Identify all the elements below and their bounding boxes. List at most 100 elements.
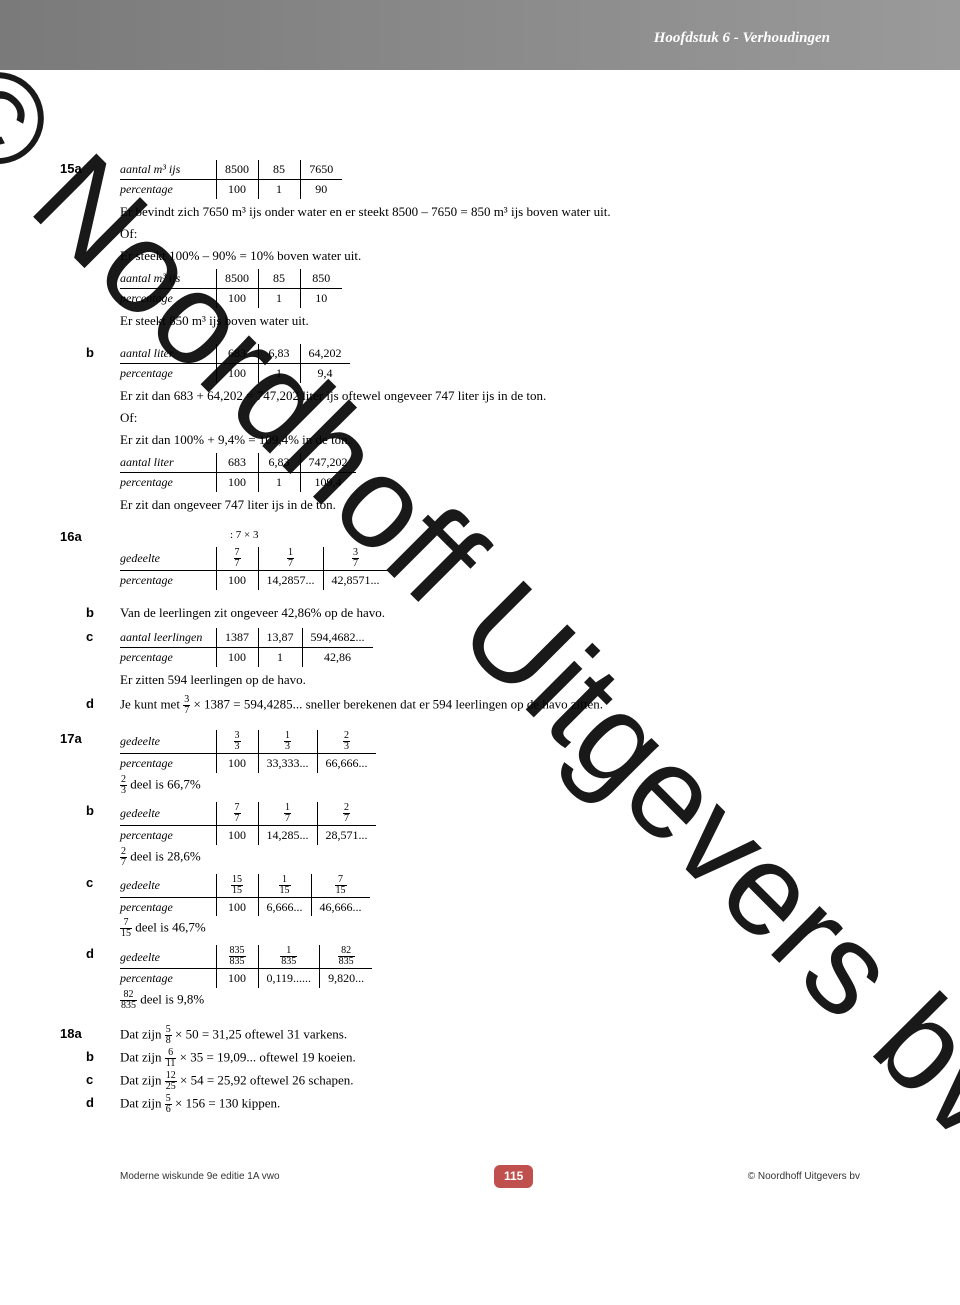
cell: 1 bbox=[258, 179, 300, 198]
text-line: Er bevindt zich 7650 m³ ijs onder water … bbox=[120, 203, 860, 221]
cell: 90 bbox=[300, 179, 342, 198]
cell: 100 bbox=[216, 969, 258, 988]
fraction: 58 bbox=[165, 1025, 172, 1046]
cell: 1 bbox=[258, 363, 300, 382]
cell: 77 bbox=[216, 802, 258, 826]
table-15a-2: aantal m³ ijs850085850 percentage100110 bbox=[120, 269, 342, 308]
cell: 23 bbox=[317, 730, 376, 754]
cell: 77 bbox=[216, 547, 258, 571]
cell: 33 bbox=[216, 730, 258, 754]
cell: 1 bbox=[258, 472, 300, 491]
cell: 66,666... bbox=[317, 754, 376, 773]
cell: 85 bbox=[258, 160, 300, 179]
fraction: 1225 bbox=[165, 1071, 177, 1092]
text-pre: Dat zijn bbox=[120, 1096, 165, 1111]
cell: 17 bbox=[258, 547, 323, 571]
cell: 100 bbox=[216, 179, 258, 198]
cell: 0,119...... bbox=[258, 969, 320, 988]
chapter-title: Hoofdstuk 6 - Verhoudingen bbox=[654, 28, 830, 49]
cell: 14,2857... bbox=[258, 571, 323, 590]
cell: 6,83 bbox=[258, 344, 300, 363]
text-line: 82835 deel is 9,8% bbox=[120, 990, 860, 1011]
cell: 1 bbox=[258, 288, 300, 307]
cell: 9,4 bbox=[300, 363, 350, 382]
table-row: gedeelte771727percentage10014,285...28,5… bbox=[120, 802, 376, 845]
page-number: 115 bbox=[494, 1165, 533, 1188]
cell: 6,666... bbox=[258, 897, 311, 916]
cell: 28,571... bbox=[317, 825, 376, 844]
subpart-label: b bbox=[86, 344, 94, 362]
text-pre: Dat zijn bbox=[120, 1073, 165, 1088]
text-post: × 35 = 19,09... oftewel 19 koeien. bbox=[176, 1050, 355, 1065]
text-pre: Dat zijn bbox=[120, 1050, 165, 1065]
exercise-number: 16a bbox=[60, 528, 82, 546]
row-header: gedeelte bbox=[120, 547, 216, 571]
text-line: Er zit dan 100% + 9,4% = 109,4% in de to… bbox=[120, 431, 860, 449]
subpart-label: c bbox=[86, 874, 93, 892]
row-header: percentage bbox=[120, 179, 216, 198]
cell: 8500 bbox=[216, 269, 258, 288]
table-15b-2: aantal liter6836,83747,202 percentage100… bbox=[120, 453, 356, 492]
cell: 1515 bbox=[216, 874, 258, 898]
cell: 100 bbox=[216, 897, 258, 916]
table-16a: gedeelte 77 17 37 percentage 100 14,2857… bbox=[120, 547, 388, 590]
subpart-label: d bbox=[86, 945, 94, 963]
cell: 683 bbox=[216, 453, 258, 472]
row-header: percentage bbox=[120, 472, 216, 491]
cell: 100 bbox=[216, 288, 258, 307]
subpart-label: b bbox=[86, 604, 94, 622]
text-line: Van de leerlingen zit ongeveer 42,86% op… bbox=[120, 605, 385, 620]
text-line: 715 deel is 46,7% bbox=[120, 918, 860, 939]
operation-labels: : 7 × 3 bbox=[230, 528, 860, 543]
cell: 14,285... bbox=[258, 825, 317, 844]
row-header: percentage bbox=[120, 648, 216, 667]
chapter-header: Hoofdstuk 6 - Verhoudingen bbox=[0, 0, 960, 70]
fraction: 611 bbox=[165, 1048, 177, 1069]
cell: 747,202 bbox=[300, 453, 356, 472]
row-header: aantal m³ ijs bbox=[120, 160, 216, 179]
cell: 850 bbox=[300, 269, 342, 288]
table-16c: aantal leerlingen138713,87594,4682... pe… bbox=[120, 628, 373, 667]
table-15a-1: aantal m³ ijs8500857650 percentage100190 bbox=[120, 160, 342, 199]
cell: 10 bbox=[300, 288, 342, 307]
text-line: Er zitten 594 leerlingen op de havo. bbox=[120, 671, 860, 689]
cell: 6,83 bbox=[258, 453, 300, 472]
table-row: gedeelte1515115715percentage1006,666...4… bbox=[120, 874, 370, 917]
row-header: percentage bbox=[120, 363, 216, 382]
text-post: × 1387 = 594,4285... sneller berekenen d… bbox=[190, 697, 603, 712]
cell: 27 bbox=[317, 802, 376, 826]
text-line: 23 deel is 66,7% bbox=[120, 775, 860, 796]
row-header: percentage bbox=[120, 288, 216, 307]
cell: 100 bbox=[216, 363, 258, 382]
fraction: 56 bbox=[165, 1094, 172, 1115]
text-line: Of: bbox=[120, 225, 860, 243]
row-header: percentage bbox=[120, 897, 216, 916]
cell: 115 bbox=[258, 874, 311, 898]
cell: 1835 bbox=[258, 945, 320, 969]
cell: 1 bbox=[258, 648, 302, 667]
cell: 715 bbox=[311, 874, 370, 898]
table-row: gedeelte835835183582835percentage1000,11… bbox=[120, 945, 372, 988]
fraction: 715 bbox=[120, 918, 132, 939]
table-15b-1: aantal liter6836,8364,202 percentage1001… bbox=[120, 344, 350, 383]
cell: 64,202 bbox=[300, 344, 350, 363]
cell: 17 bbox=[258, 802, 317, 826]
row-header: percentage bbox=[120, 825, 216, 844]
page-footer: Moderne wiskunde 9e editie 1A vwo 115 © … bbox=[0, 1159, 960, 1200]
text-line: Er zit dan 683 + 64,202 = 747,202 liter … bbox=[120, 387, 860, 405]
row-header: gedeelte bbox=[120, 730, 216, 754]
subpart-label: b bbox=[86, 1048, 94, 1066]
text-pre: Je kunt met bbox=[120, 697, 183, 712]
text-line: Er zit dan ongeveer 747 liter ijs in de … bbox=[120, 496, 860, 514]
text-pre: Dat zijn bbox=[120, 1027, 165, 1042]
footer-left: Moderne wiskunde 9e editie 1A vwo bbox=[120, 1170, 280, 1184]
cell: 85 bbox=[258, 269, 300, 288]
row-header: percentage bbox=[120, 571, 216, 590]
fraction: 23 bbox=[120, 775, 127, 796]
cell: 33,333... bbox=[258, 754, 317, 773]
row-header: percentage bbox=[120, 754, 216, 773]
cell: 82835 bbox=[320, 945, 373, 969]
fraction: 27 bbox=[120, 847, 127, 868]
cell: 8500 bbox=[216, 160, 258, 179]
cell: 594,4682... bbox=[302, 628, 373, 647]
